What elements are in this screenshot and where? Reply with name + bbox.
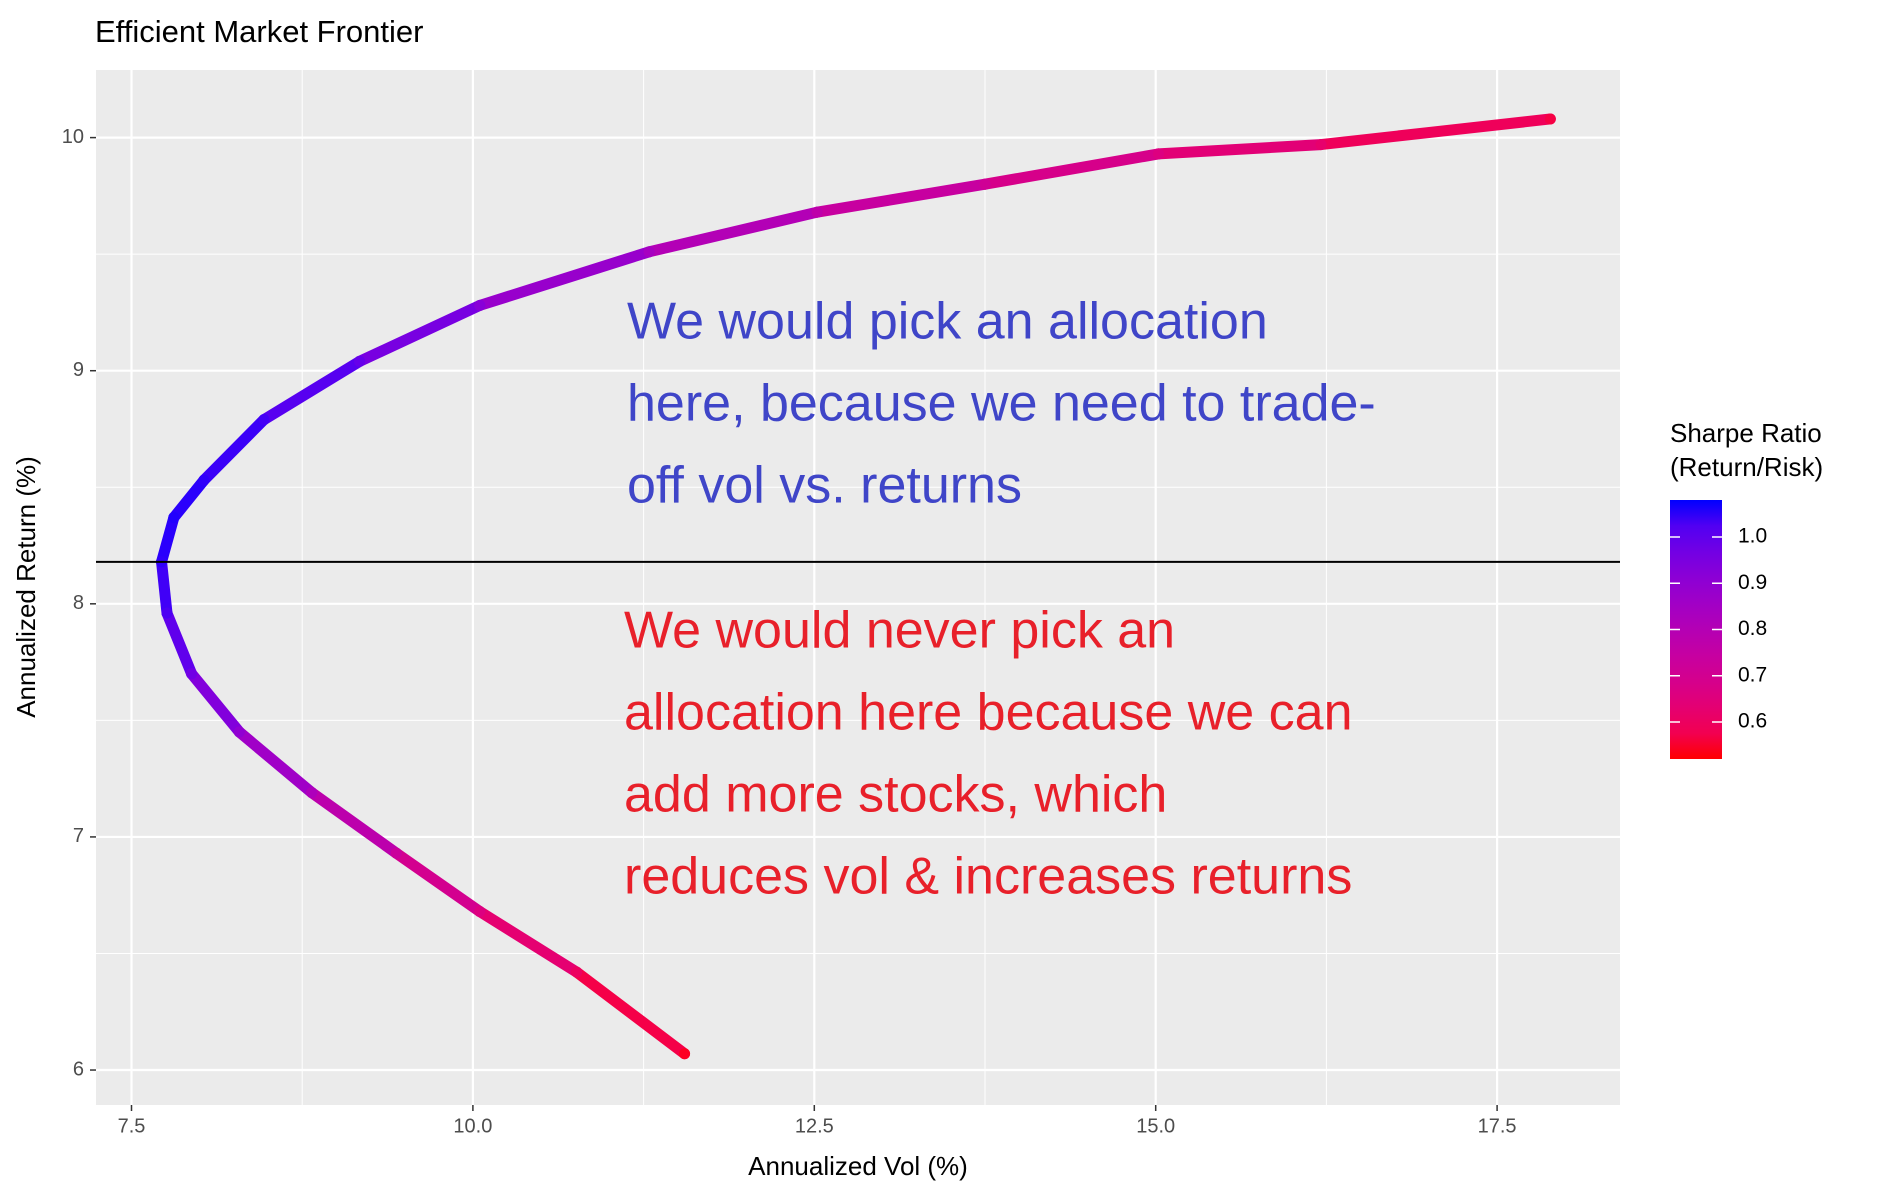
frontier-segment	[571, 966, 691, 1060]
point	[306, 787, 318, 799]
frontier-segment	[811, 178, 991, 218]
frontier-segment	[156, 512, 180, 568]
point	[643, 246, 655, 258]
annotation-line: allocation here because we can	[624, 684, 1352, 742]
legend-tick-label: 0.9	[1738, 571, 1767, 594]
point	[233, 726, 245, 738]
y-tick-label: 8	[73, 592, 84, 614]
y-tick-label: 6	[73, 1058, 84, 1080]
x-tick-label: 10.0	[453, 1115, 492, 1137]
frontier-segment	[643, 206, 823, 258]
frontier-segment	[161, 607, 198, 680]
x-tick-label: 12.5	[795, 1115, 834, 1137]
point	[474, 906, 486, 918]
point	[679, 1048, 691, 1060]
y-tick-label: 10	[62, 126, 84, 148]
point	[390, 847, 402, 859]
x-axis-label: Annualized Vol (%)	[748, 1151, 968, 1181]
frontier-segment	[168, 474, 210, 524]
legend-title: Sharpe Ratio	[1670, 418, 1822, 448]
point	[168, 512, 180, 524]
frontier-segment	[186, 668, 245, 738]
point	[979, 178, 991, 190]
frontier-segment	[474, 906, 583, 978]
frontier-segment	[1315, 113, 1556, 151]
point	[1152, 148, 1164, 160]
point	[571, 966, 583, 978]
y-axis-label: Annualized Return (%)	[11, 456, 41, 718]
panel	[96, 70, 1620, 1105]
annotation-line: add more stocks, which	[624, 766, 1167, 824]
annotation-line: reduces vol & increases returns	[624, 848, 1352, 906]
chart-title: Efficient Market Frontier	[95, 14, 423, 49]
x-tick-label: 17.5	[1478, 1115, 1517, 1137]
frontier	[156, 113, 1556, 1060]
point	[161, 607, 173, 619]
frontier-segment	[1152, 139, 1327, 160]
legend-tick-label: 0.6	[1738, 710, 1767, 733]
frontier-segment	[354, 299, 486, 367]
y-tick-label: 7	[73, 825, 84, 847]
point	[198, 474, 210, 486]
y-tick-label: 9	[73, 359, 84, 381]
frontier-segment	[306, 787, 402, 859]
point	[811, 206, 823, 218]
frontier-segment	[390, 847, 486, 918]
x-tick-label: 15.0	[1136, 1115, 1175, 1137]
frontier-segment	[979, 148, 1164, 190]
frontier-segment	[233, 726, 318, 799]
point	[474, 299, 486, 311]
legend-tick-label: 1.0	[1738, 525, 1767, 548]
frontier-segment	[198, 414, 270, 486]
point	[258, 414, 270, 426]
frontier-segment	[474, 246, 655, 311]
point	[1544, 113, 1556, 125]
annotation-line: here, because we need to trade-	[627, 375, 1376, 433]
annotation-line: off vol vs. returns	[627, 457, 1022, 515]
legend-tick-label: 0.8	[1738, 617, 1767, 640]
point	[1315, 139, 1327, 151]
point	[186, 668, 198, 680]
legend-tick-label: 0.7	[1738, 663, 1767, 686]
x-tick-label: 7.5	[118, 1115, 146, 1137]
frontier-segment	[258, 355, 366, 426]
point	[354, 355, 366, 367]
annotation-line: We would pick an allocation	[627, 293, 1268, 351]
annotation-line: We would never pick an	[624, 602, 1175, 660]
frontier-segment	[156, 556, 173, 619]
legend-title: (Return/Risk)	[1670, 452, 1823, 482]
